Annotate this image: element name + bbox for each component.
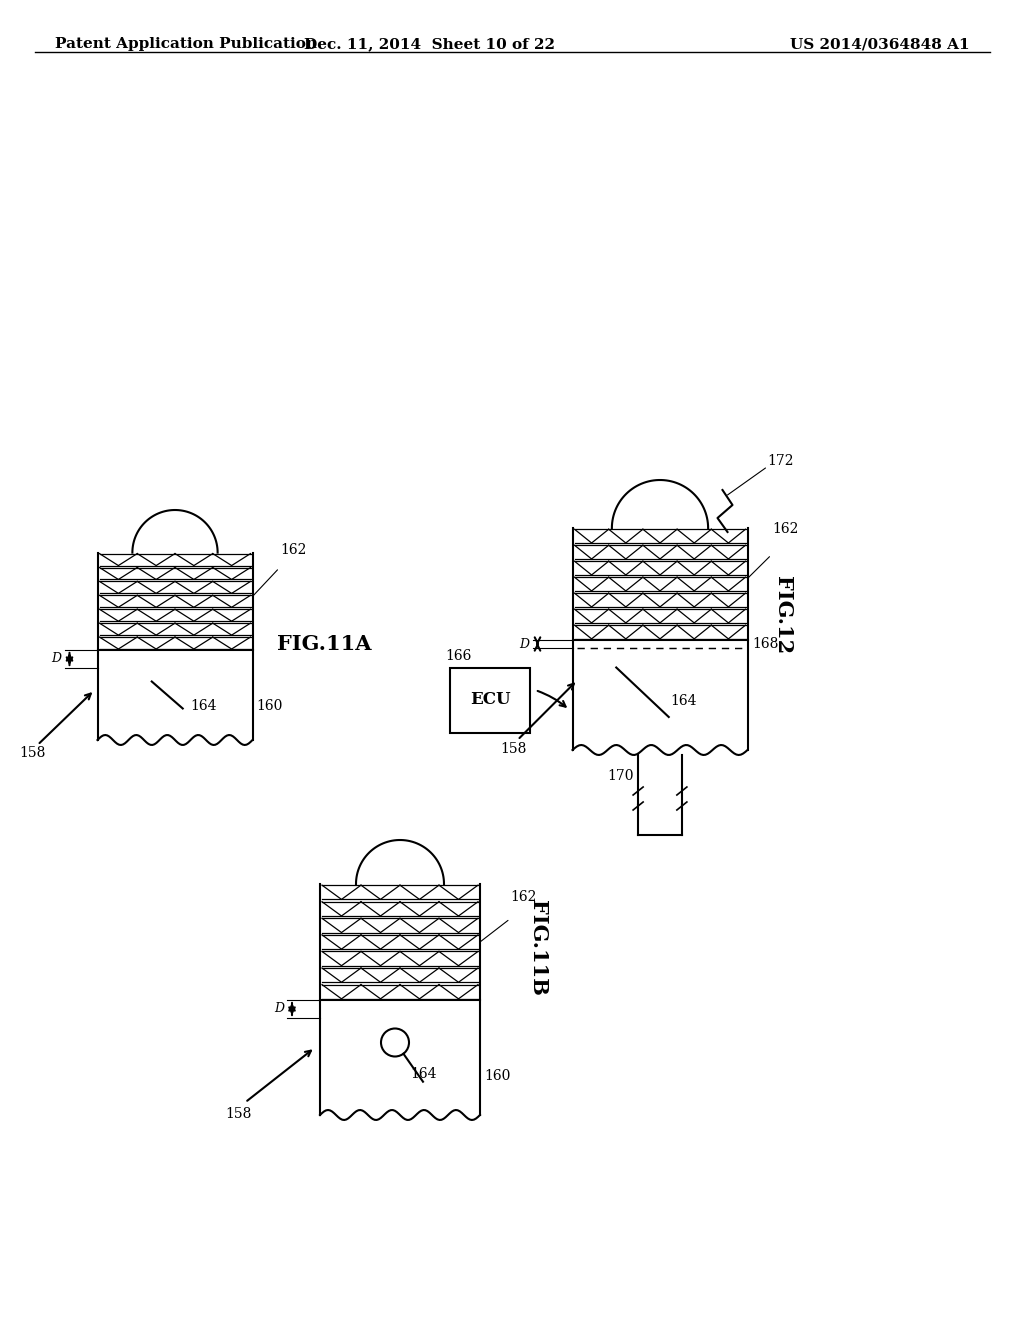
- Text: D: D: [274, 1002, 284, 1015]
- Text: 158: 158: [225, 1106, 251, 1121]
- Text: 164: 164: [670, 694, 696, 708]
- Text: ECU: ECU: [470, 692, 510, 709]
- Text: US 2014/0364848 A1: US 2014/0364848 A1: [791, 37, 970, 51]
- Bar: [450, 668, 530, 733]
- Text: 162: 162: [281, 543, 307, 557]
- Text: 158: 158: [19, 746, 46, 760]
- Text: 172: 172: [768, 454, 794, 469]
- Text: D: D: [51, 652, 61, 665]
- Text: 164: 164: [190, 700, 216, 713]
- Text: 168: 168: [753, 638, 779, 651]
- Text: 160: 160: [256, 700, 283, 713]
- Text: FIG.11A: FIG.11A: [278, 634, 372, 653]
- Text: 162: 162: [772, 521, 799, 536]
- Text: 158: 158: [501, 742, 527, 756]
- Text: FIG.11B: FIG.11B: [528, 899, 548, 995]
- Text: 166: 166: [445, 648, 471, 663]
- Text: 162: 162: [510, 890, 537, 904]
- Text: 160: 160: [484, 1069, 510, 1082]
- Text: 170: 170: [607, 770, 634, 783]
- Text: 164: 164: [410, 1067, 436, 1081]
- Text: FIG.12: FIG.12: [772, 576, 793, 655]
- Text: Patent Application Publication: Patent Application Publication: [55, 37, 317, 51]
- Text: D: D: [519, 638, 529, 651]
- Text: Dec. 11, 2014  Sheet 10 of 22: Dec. 11, 2014 Sheet 10 of 22: [304, 37, 555, 51]
